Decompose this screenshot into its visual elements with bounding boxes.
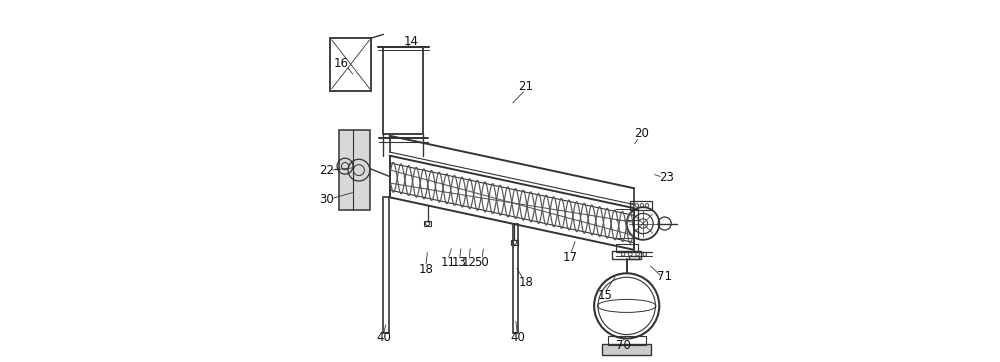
Bar [629,256,639,259]
Text: 15: 15 [598,289,612,302]
Text: 40: 40 [510,331,525,344]
Text: 71: 71 [657,270,672,283]
Text: 18: 18 [418,263,433,276]
Text: 14: 14 [404,35,419,48]
Bar [602,344,651,355]
Bar [630,201,652,210]
Text: 40: 40 [376,331,391,344]
Bar [383,197,389,333]
Bar [612,251,641,259]
Bar [513,224,518,333]
Text: 21: 21 [518,80,533,93]
Bar [424,221,431,226]
Text: 50: 50 [475,256,489,269]
Text: 18: 18 [519,276,534,289]
Text: 16: 16 [334,57,349,70]
Bar [616,244,638,251]
Text: 22: 22 [319,164,334,177]
Text: 23: 23 [659,171,674,184]
Text: 12: 12 [462,256,477,269]
Text: 11: 11 [440,256,455,269]
Bar [511,240,518,245]
Bar [383,47,423,134]
Bar [608,336,646,345]
Text: 17: 17 [563,251,578,264]
Text: 13: 13 [452,256,467,269]
Bar [330,38,371,90]
Bar [339,130,370,210]
Text: 30: 30 [319,193,334,206]
Text: 70: 70 [616,339,631,352]
Text: 20: 20 [634,127,649,140]
